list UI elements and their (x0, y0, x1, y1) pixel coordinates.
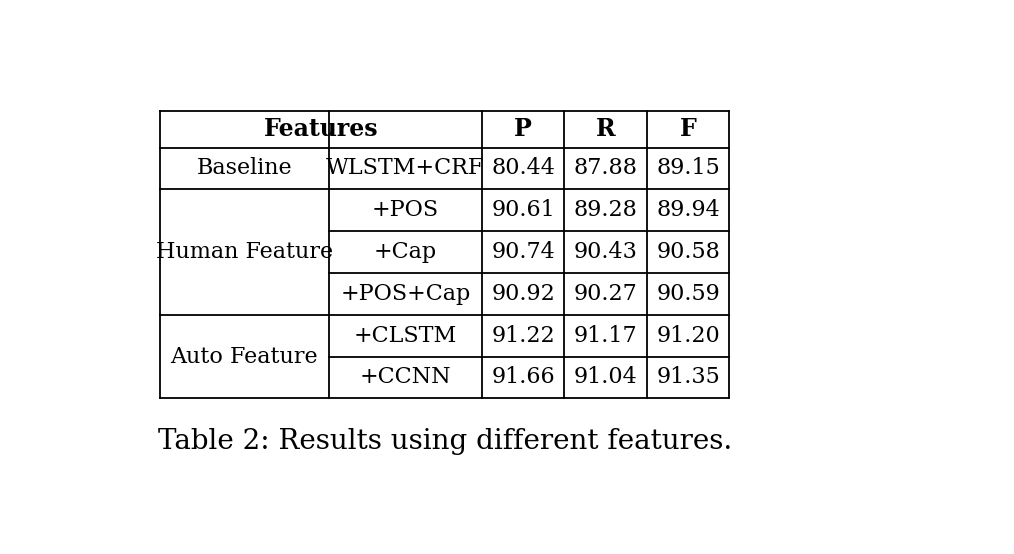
Text: +CLSTM: +CLSTM (354, 325, 457, 347)
Text: Features: Features (264, 117, 378, 141)
Text: 91.20: 91.20 (656, 325, 720, 347)
Text: 80.44: 80.44 (491, 157, 555, 179)
Text: P: P (514, 117, 532, 141)
Text: 90.27: 90.27 (574, 283, 638, 305)
Text: 91.04: 91.04 (574, 366, 638, 388)
Text: 90.59: 90.59 (656, 283, 720, 305)
Text: 90.74: 90.74 (492, 241, 555, 263)
Text: Auto Feature: Auto Feature (170, 346, 318, 367)
Text: 89.28: 89.28 (574, 199, 638, 221)
Text: +CCNN: +CCNN (360, 366, 451, 388)
Text: Human Feature: Human Feature (156, 241, 333, 263)
Text: 90.43: 90.43 (574, 241, 638, 263)
Text: 91.35: 91.35 (656, 366, 720, 388)
Text: 90.92: 90.92 (492, 283, 555, 305)
Text: WLSTM+CRF: WLSTM+CRF (327, 157, 485, 179)
Text: F: F (679, 117, 697, 141)
Text: R: R (596, 117, 615, 141)
Text: 91.22: 91.22 (492, 325, 555, 347)
Text: Baseline: Baseline (197, 157, 292, 179)
Text: Table 2: Results using different features.: Table 2: Results using different feature… (157, 428, 732, 455)
Text: 90.61: 90.61 (492, 199, 555, 221)
Text: +POS: +POS (372, 199, 439, 221)
Text: 90.58: 90.58 (656, 241, 720, 263)
Text: +Cap: +Cap (374, 241, 437, 263)
Text: 91.66: 91.66 (492, 366, 555, 388)
Text: 89.94: 89.94 (656, 199, 720, 221)
Text: +POS+Cap: +POS+Cap (341, 283, 470, 305)
Text: 91.17: 91.17 (574, 325, 638, 347)
Text: 87.88: 87.88 (574, 157, 638, 179)
Text: 89.15: 89.15 (656, 157, 720, 179)
